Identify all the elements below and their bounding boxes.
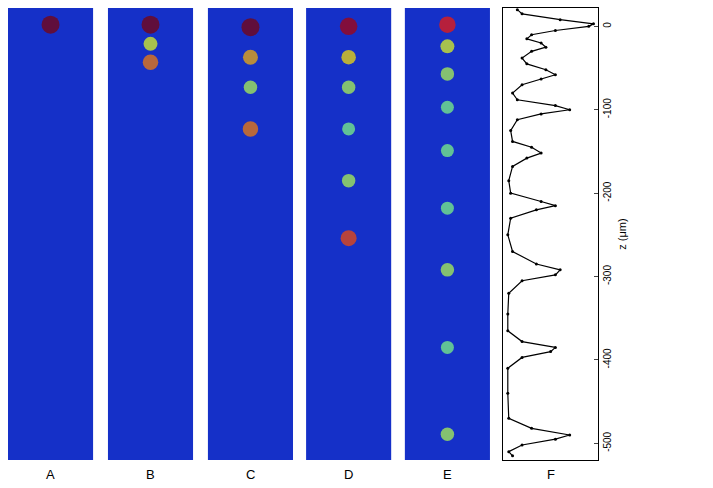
svg-text:A: A bbox=[46, 467, 55, 482]
svg-text:-500: -500 bbox=[602, 431, 613, 451]
svg-text:-200: -200 bbox=[602, 181, 613, 201]
svg-text:z (μm): z (μm) bbox=[616, 218, 628, 249]
svg-text:F: F bbox=[547, 467, 555, 482]
svg-text:B: B bbox=[146, 467, 155, 482]
svg-text:D: D bbox=[344, 467, 353, 482]
svg-text:-300: -300 bbox=[602, 265, 613, 285]
svg-text:C: C bbox=[246, 467, 255, 482]
svg-text:-400: -400 bbox=[602, 348, 613, 368]
svg-text:0: 0 bbox=[602, 22, 613, 28]
svg-text:-100: -100 bbox=[602, 98, 613, 118]
svg-text:E: E bbox=[443, 467, 452, 482]
